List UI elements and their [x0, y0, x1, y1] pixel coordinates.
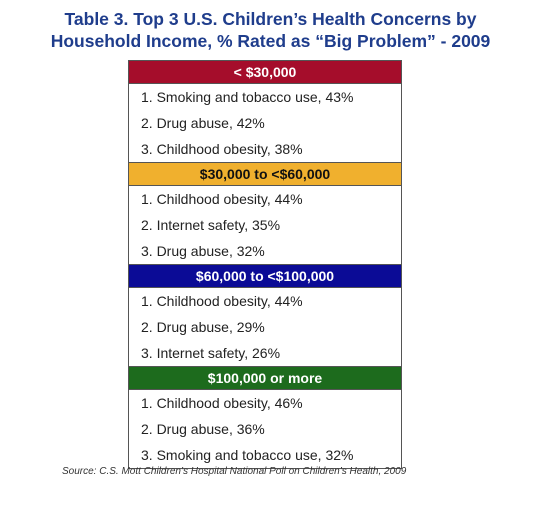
concern-row: 2. Drug abuse, 42% [141, 115, 265, 131]
concern-row: 3. Smoking and tobacco use, 32% [141, 447, 354, 463]
concern-row: 3. Internet safety, 26% [141, 345, 281, 361]
concern-row: 2. Drug abuse, 36% [141, 421, 265, 437]
group-header: $100,000 or more [129, 367, 401, 390]
income-group: $100,000 or more 1. Childhood obesity, 46… [129, 367, 401, 468]
group-header: < $30,000 [129, 61, 401, 84]
concern-row: 1. Childhood obesity, 44% [141, 191, 303, 207]
concern-row: 2. Drug abuse, 29% [141, 319, 265, 335]
concern-row: 2. Internet safety, 35% [141, 217, 281, 233]
income-group: < $30,000 1. Smoking and tobacco use, 43%… [129, 61, 401, 163]
concern-row: 1. Childhood obesity, 44% [141, 293, 303, 309]
table: < $30,000 1. Smoking and tobacco use, 43%… [128, 60, 402, 469]
concern-row: 3. Drug abuse, 32% [141, 243, 265, 259]
concern-row: 3. Childhood obesity, 38% [141, 141, 303, 157]
title: Table 3. Top 3 U.S. Children’s Health Co… [50, 9, 491, 51]
source: Source: C.S. Mott Children’s Hospital Na… [62, 466, 407, 477]
concern-row: 1. Childhood obesity, 46% [141, 395, 303, 411]
income-group: $60,000 to <$100,000 1. Childhood obesity… [129, 265, 401, 367]
income-group: $30,000 to <$60,000 1. Childhood obesity,… [129, 163, 401, 265]
concern-row: 1. Smoking and tobacco use, 43% [141, 89, 354, 105]
group-header: $30,000 to <$60,000 [129, 163, 401, 186]
group-header: $60,000 to <$100,000 [129, 265, 401, 288]
